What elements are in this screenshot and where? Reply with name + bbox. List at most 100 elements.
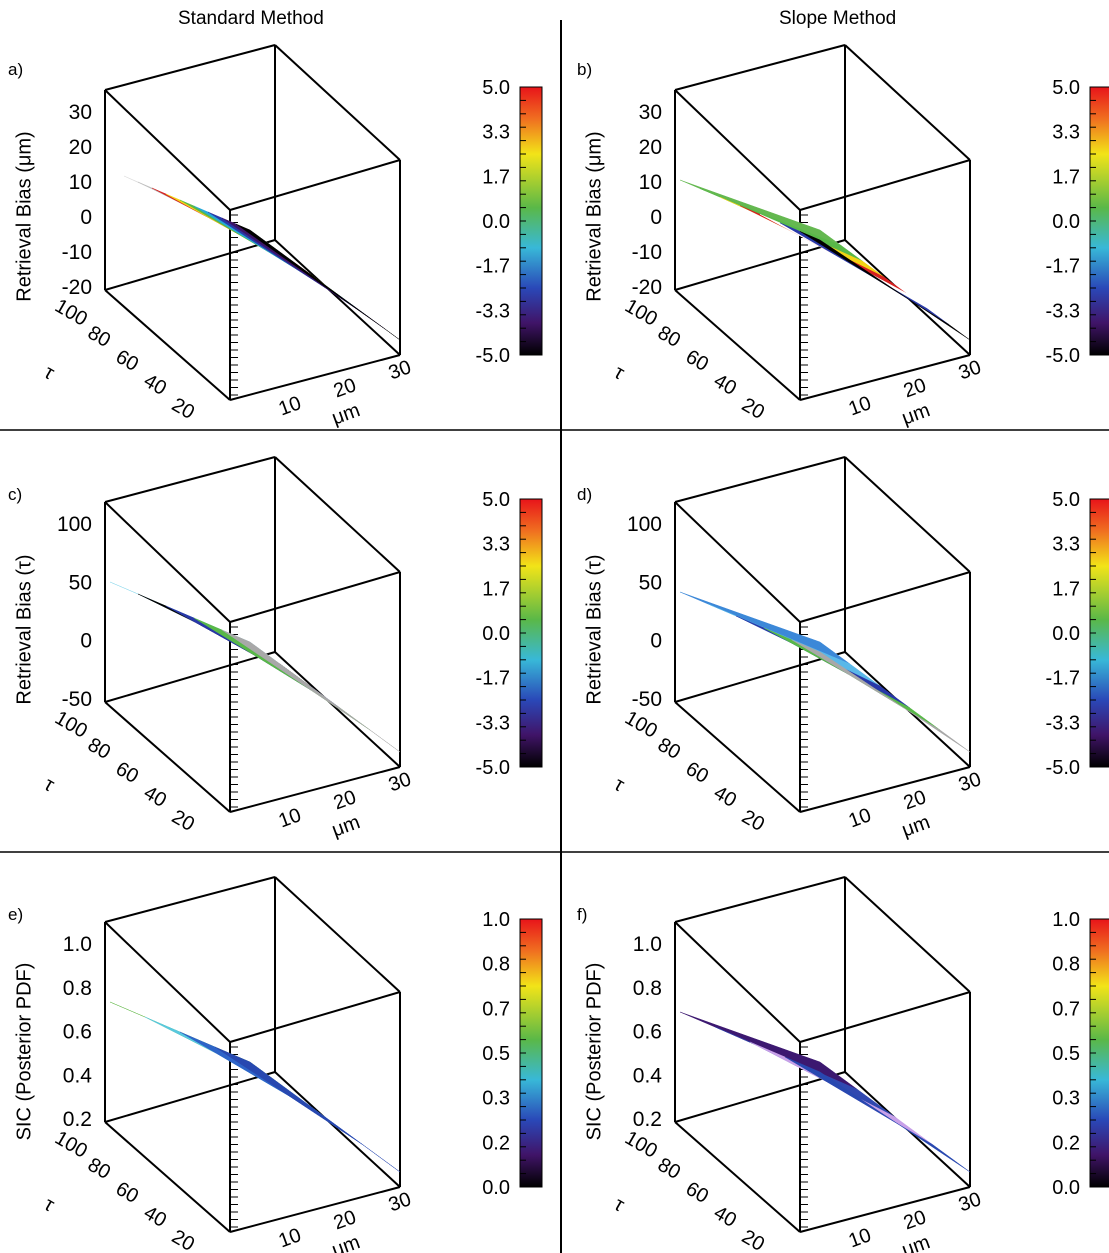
surface	[679, 591, 971, 753]
tau-tick-label: 40	[710, 782, 740, 812]
re-tick-label: 10	[276, 1224, 304, 1252]
colorbar-tick-label: 1.7	[482, 166, 510, 188]
z-tick-label: 0.4	[633, 1064, 663, 1087]
colorbar-tick-label: 1.7	[1052, 578, 1080, 600]
cube-edge	[674, 456, 846, 503]
colorbar-tick-label: 5.0	[1052, 77, 1080, 99]
cube-edge	[674, 501, 801, 623]
cube-edge	[799, 766, 971, 813]
cube-edge	[104, 921, 231, 1043]
z-tick-label: 0.6	[63, 1021, 92, 1044]
surface	[109, 169, 401, 341]
panel-label-a: a)	[8, 60, 24, 79]
cube-edge	[674, 701, 801, 813]
colorbar-tick-label: 1.7	[482, 578, 510, 600]
cube-edge	[674, 651, 846, 703]
z-tick-label: 0	[80, 206, 92, 229]
tau-tick-label: 100	[51, 295, 91, 331]
colorbar-tick-label: -1.7	[1046, 668, 1080, 690]
z-tick-label: 0	[650, 630, 662, 653]
cube-edge	[104, 1121, 231, 1233]
re-tick-label: 10	[846, 1224, 874, 1252]
surface-band	[221, 629, 401, 753]
column-title-slope: Slope Method	[779, 8, 897, 29]
panel-b: 3020100-10-2010080604020τ102030μm5.03.31…	[610, 44, 1109, 430]
re-axis-label: μm	[899, 1231, 933, 1253]
tau-tick-label: 60	[682, 758, 712, 788]
cube-frame	[674, 876, 971, 1233]
colorbar-tick-label: 5.0	[482, 77, 510, 99]
re-tick-label: 30	[386, 1188, 414, 1216]
tau-axis-label: τ	[40, 361, 58, 384]
z-tick-label: 0.4	[63, 1064, 93, 1087]
tau-axis-label: τ	[610, 1193, 628, 1216]
colorbar-tick-label: 0.0	[482, 1177, 510, 1199]
tau-tick-label: 20	[168, 394, 198, 424]
re-tick-label: 20	[901, 374, 929, 402]
zlabel-a: Retrieval Bias (μm)	[13, 131, 36, 302]
tau-tick-label: 60	[112, 346, 142, 376]
cube-edge	[799, 354, 971, 401]
colorbar-tick-label: 0.0	[1052, 1177, 1080, 1199]
z-tick-label: -10	[632, 241, 662, 264]
tau-tick-label: 100	[51, 707, 91, 743]
tau-tick-label: 60	[112, 1178, 142, 1208]
z-tick-label: -50	[62, 688, 92, 711]
cube-edge	[674, 921, 801, 1043]
colorbar-tick-label: -5.0	[1046, 345, 1080, 367]
z-tick-label: 0.6	[633, 1021, 662, 1044]
colorbar-tick-label: 1.0	[1052, 909, 1080, 931]
tau-tick-label: 80	[654, 734, 684, 764]
z-tick-label: -20	[62, 276, 92, 299]
cube-edge	[274, 1071, 401, 1188]
panel-d: 100500-5010080604020τ102030μm5.03.31.70.…	[610, 456, 1109, 842]
z-tick-label: 50	[639, 571, 662, 594]
z-tick-label: 100	[57, 513, 92, 536]
colorbar-tick-label: 1.7	[1052, 166, 1080, 188]
column-title-standard: Standard Method	[178, 8, 324, 29]
colorbar-tick-label: -5.0	[1046, 757, 1080, 779]
colorbar-tick-label: 0.3	[482, 1088, 510, 1110]
tau-tick-label: 60	[682, 1178, 712, 1208]
tau-tick-label: 40	[140, 370, 170, 400]
colorbar-tick-label: 0.0	[1052, 623, 1080, 645]
z-tick-label: 30	[69, 101, 92, 124]
surface	[679, 1011, 971, 1173]
colorbar-tick-label: -5.0	[476, 757, 510, 779]
cube-edge	[104, 44, 276, 91]
re-tick-label: 30	[386, 356, 414, 384]
re-tick-label: 10	[276, 392, 304, 420]
colorbar-tick-label: 0.0	[1052, 211, 1080, 233]
colorbar-tick-label: 0.8	[482, 954, 510, 976]
surface-band	[799, 231, 971, 341]
cube-edge	[274, 876, 401, 993]
z-tick-label: 0.2	[63, 1108, 92, 1131]
z-tick-label: 50	[69, 571, 92, 594]
cube-edge	[799, 159, 971, 211]
cube-edge	[274, 44, 401, 161]
surface-band	[165, 605, 341, 709]
panel-c: 100500-5010080604020τ102030μm5.03.31.70.…	[40, 456, 543, 842]
colorbar-tick-label: 5.0	[482, 489, 510, 511]
tau-tick-label: 100	[621, 295, 661, 331]
z-tick-label: 10	[69, 171, 92, 194]
tau-tick-label: 20	[168, 1226, 198, 1253]
zlabel-b: Retrieval Bias (μm)	[583, 131, 606, 302]
tau-tick-label: 60	[682, 346, 712, 376]
cube-edge	[104, 289, 231, 401]
cube-edge	[104, 1071, 276, 1123]
panel-e: 1.00.80.60.40.210080604020τ102030μm1.00.…	[40, 876, 543, 1253]
z-tick-label: -20	[632, 276, 662, 299]
colorbar-tick-label: 0.0	[482, 623, 510, 645]
colorbar-tick-label: -1.7	[476, 668, 510, 690]
re-tick-label: 10	[276, 804, 304, 832]
re-tick-label: 20	[331, 786, 359, 814]
cube-edge	[844, 44, 971, 161]
panel-a: 3020100-10-2010080604020τ102030μm5.03.31…	[40, 44, 543, 430]
re-tick-label: 20	[331, 374, 359, 402]
cube-frame	[104, 44, 401, 401]
cube-edge	[104, 239, 276, 291]
re-tick-label: 20	[901, 786, 929, 814]
cube-edge	[274, 239, 401, 356]
